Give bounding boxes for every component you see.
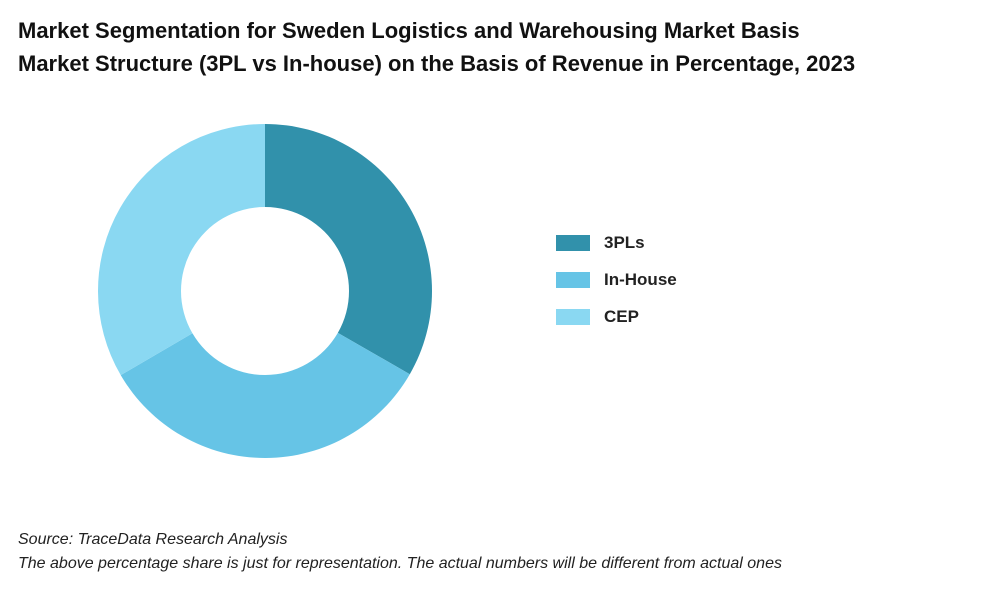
legend-item-in-house: In-House xyxy=(556,261,677,298)
legend-item-3pls: 3PLs xyxy=(556,224,677,261)
source-note: Source: TraceData Research Analysis xyxy=(18,531,288,548)
chart-footer: Source: TraceData Research Analysis The … xyxy=(18,528,782,576)
donut-slice-in-house xyxy=(120,332,410,458)
chart-title-line-1: Market Segmentation for Sweden Logistics… xyxy=(18,18,800,43)
disclaimer-note: The above percentage share is just for r… xyxy=(18,555,782,572)
chart-legend: 3PLs In-House CEP xyxy=(556,224,677,335)
donut-slice-cep xyxy=(97,123,265,376)
legend-label-in-house: In-House xyxy=(604,269,677,289)
legend-label-cep: CEP xyxy=(604,306,639,326)
legend-swatch-cep xyxy=(556,308,590,325)
legend-item-cep: CEP xyxy=(556,298,677,335)
donut-slice-3pls xyxy=(265,124,432,375)
chart-title-line-2: Market Structure (3PL vs In-house) on th… xyxy=(18,51,856,76)
legend-label-3pls: 3PLs xyxy=(604,232,645,252)
chart-title: Market Segmentation for Sweden Logistics… xyxy=(18,14,988,80)
legend-swatch-3pls xyxy=(556,234,590,251)
legend-swatch-in-house xyxy=(556,271,590,288)
